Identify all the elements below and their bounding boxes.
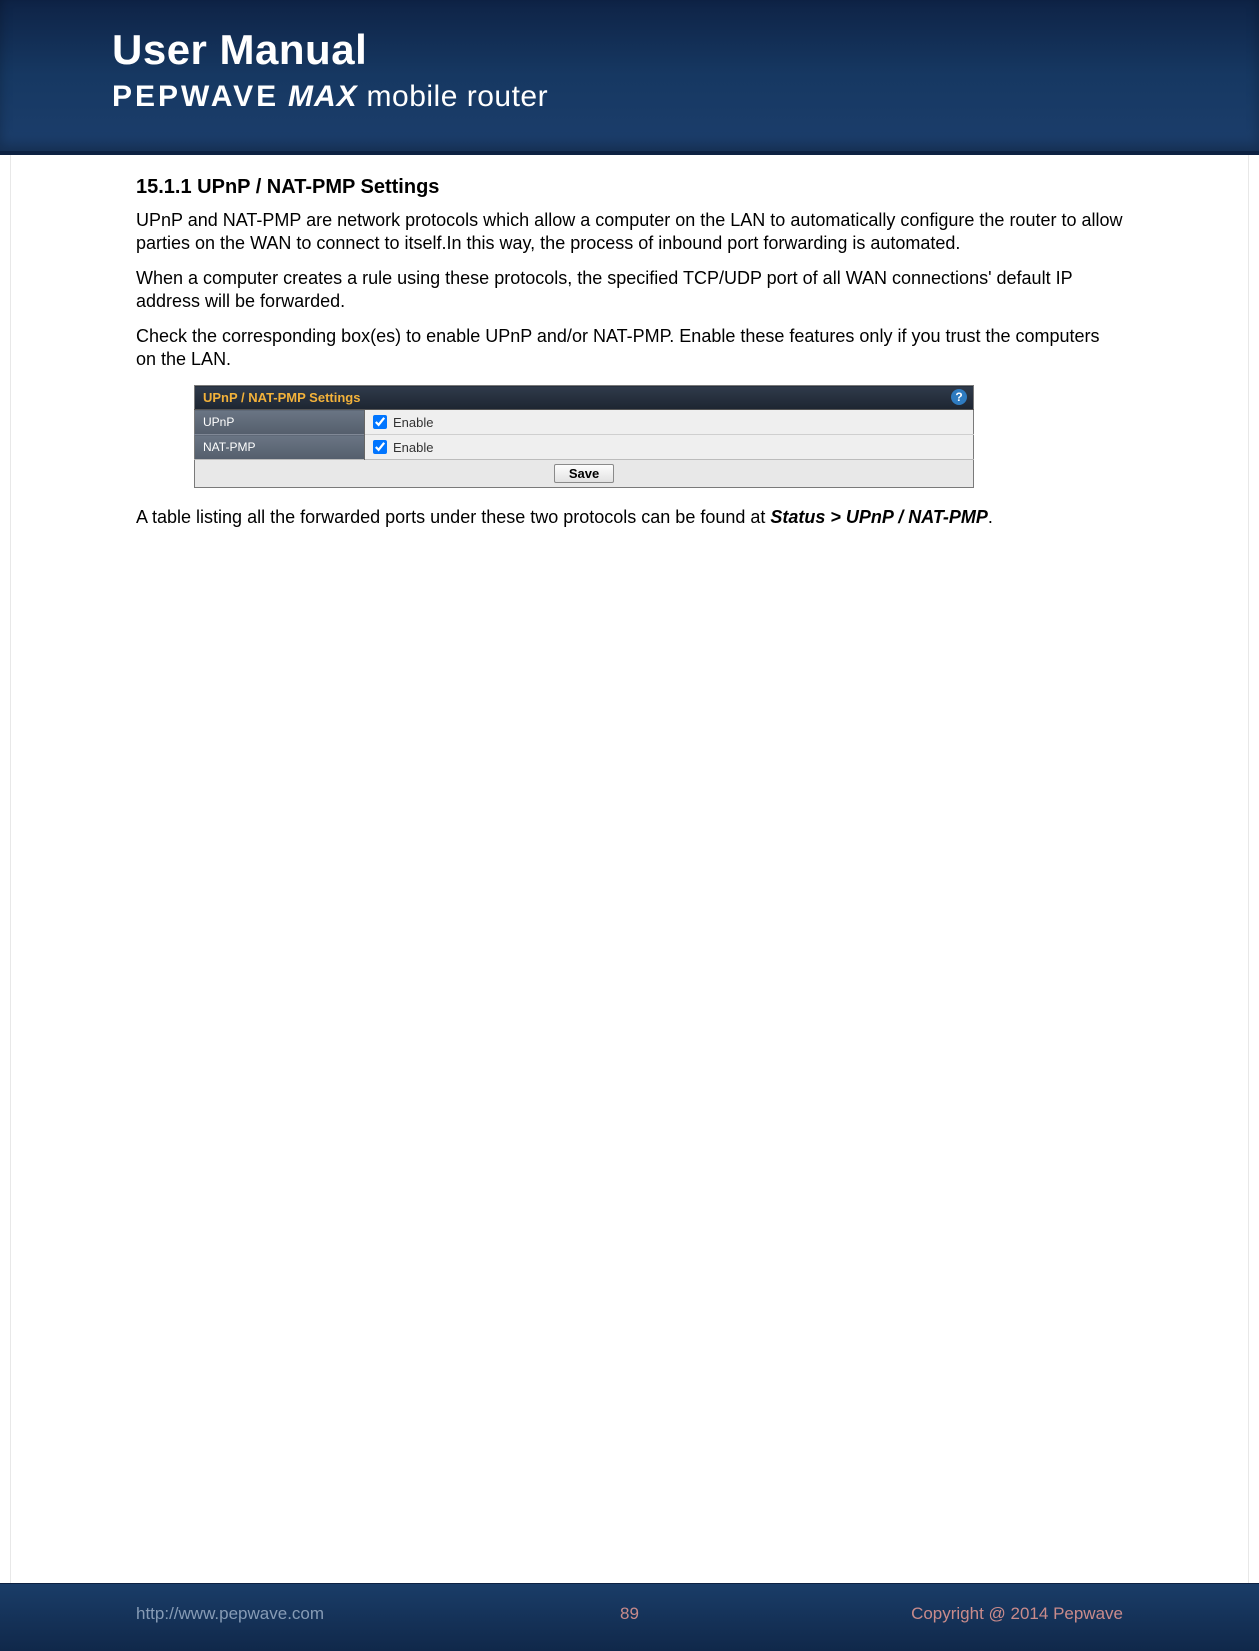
footer-copyright: Copyright @ 2014 Pepwave <box>911 1604 1123 1624</box>
product-line-em: MAX <box>288 80 358 113</box>
help-icon[interactable]: ? <box>951 389 967 405</box>
paragraph-2: When a computer creates a rule using the… <box>136 267 1123 313</box>
page: User Manual PEPWAVE MAX mobile router 15… <box>0 0 1259 1651</box>
paragraph-4-post: . <box>988 507 993 527</box>
settings-row-upnp: UPnP Enable <box>195 410 974 435</box>
upnp-label: UPnP <box>195 410 365 435</box>
natpmp-label: NAT-PMP <box>195 435 365 460</box>
content-area: 15.1.1 UPnP / NAT-PMP Settings UPnP and … <box>136 176 1123 541</box>
upnp-value-cell: Enable <box>365 410 974 435</box>
paragraph-4: A table listing all the forwarded ports … <box>136 506 1123 529</box>
doc-title: User Manual <box>112 26 548 74</box>
natpmp-value-cell: Enable <box>365 435 974 460</box>
settings-save-row: Save <box>195 460 974 488</box>
natpmp-checkbox-label: Enable <box>393 440 433 455</box>
brand-name: PEPWAVE <box>112 80 279 113</box>
natpmp-checkbox[interactable] <box>373 440 387 454</box>
upnp-checkbox[interactable] <box>373 415 387 429</box>
save-button[interactable]: Save <box>554 464 614 483</box>
settings-title-text: UPnP / NAT-PMP Settings <box>203 390 360 405</box>
natpmp-enable-wrap[interactable]: Enable <box>373 440 965 455</box>
settings-panel: UPnP / NAT-PMP Settings ? UPnP Enable NA… <box>194 385 974 488</box>
paragraph-1: UPnP and NAT-PMP are network protocols w… <box>136 209 1123 255</box>
section-heading: 15.1.1 UPnP / NAT-PMP Settings <box>136 176 1123 199</box>
header-band: User Manual PEPWAVE MAX mobile router <box>0 0 1259 155</box>
upnp-checkbox-label: Enable <box>393 415 433 430</box>
settings-title-row: UPnP / NAT-PMP Settings ? <box>195 386 974 410</box>
header-inner: User Manual PEPWAVE MAX mobile router <box>112 26 548 114</box>
upnp-enable-wrap[interactable]: Enable <box>373 415 965 430</box>
product-line-rest: mobile router <box>367 80 549 113</box>
doc-subtitle: PEPWAVE MAX mobile router <box>112 80 548 114</box>
settings-row-natpmp: NAT-PMP Enable <box>195 435 974 460</box>
paragraph-3: Check the corresponding box(es) to enabl… <box>136 325 1123 371</box>
paragraph-4-bold: Status > UPnP / NAT-PMP <box>770 507 988 527</box>
footer-url: http://www.pepwave.com <box>136 1604 324 1624</box>
settings-table: UPnP / NAT-PMP Settings ? UPnP Enable NA… <box>194 385 974 488</box>
footer: http://www.pepwave.com 89 Copyright @ 20… <box>0 1583 1259 1651</box>
footer-page-number: 89 <box>620 1604 639 1624</box>
paragraph-4-pre: A table listing all the forwarded ports … <box>136 507 770 527</box>
